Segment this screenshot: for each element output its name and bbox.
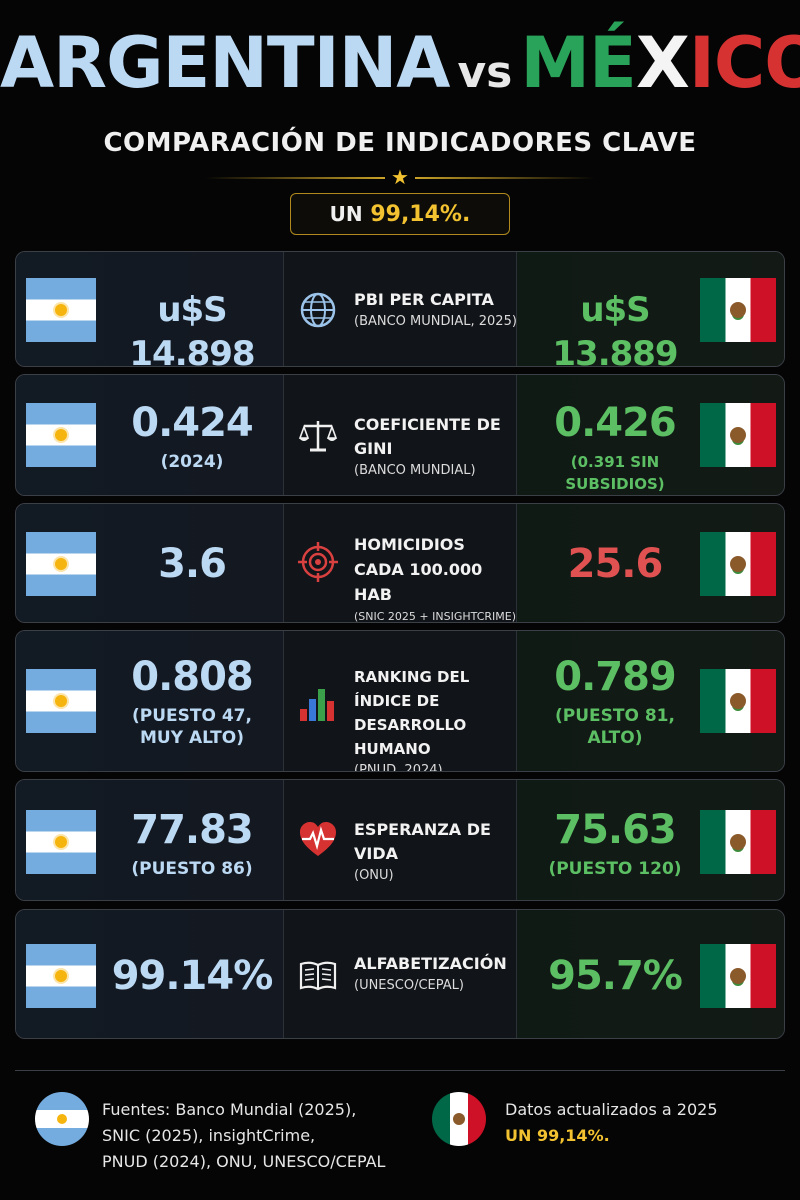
indicator-title: RANKING DEL ÍNDICE DE DESARROLLO HUMANO <box>354 668 470 758</box>
argentina-note: (2024) <box>160 452 224 472</box>
mexico-flag-icon <box>700 532 776 596</box>
argentina-note: (PUESTO 86) <box>131 859 253 879</box>
indicator-source: (ONU) <box>354 868 394 883</box>
mexico-value: 0.426 <box>554 400 677 446</box>
footer-highlight: UN 99,14%. <box>505 1126 610 1145</box>
footer-divider <box>15 1070 785 1071</box>
indicator-source: (BANCO MUNDIAL, 2025) <box>354 314 517 329</box>
title-vs: vs <box>457 47 513 98</box>
mexico-flag-icon <box>700 944 776 1008</box>
indicator-row-homicidios: 3.6 HOMICIDIOS CADA 100.000 HAB (SNIC 20… <box>15 503 785 623</box>
mexico-round-flag-icon <box>432 1092 486 1146</box>
bar-chart-icon <box>300 689 334 721</box>
argentina-flag-icon <box>26 403 96 467</box>
crosshair-icon <box>298 542 338 582</box>
mexico-value: 75.63 <box>554 807 677 853</box>
mexico-note: (PUESTO 81, ALTO) <box>555 706 675 748</box>
argentina-flag-icon <box>26 669 96 733</box>
argentina-flag-icon <box>26 532 96 596</box>
mexico-flag-icon <box>700 810 776 874</box>
indicator-row-esperanza: 77.83 (PUESTO 86) ESPERANZA DE VIDA (ONU… <box>15 779 785 901</box>
indicator-title: PBI PER CAPITA <box>354 290 494 309</box>
indicator-title: ALFABETIZACIÓN <box>354 954 507 973</box>
badge-value: 99,14%. <box>370 202 471 227</box>
mexico-flag-icon <box>700 669 776 733</box>
mexico-value: 25.6 <box>567 541 664 587</box>
indicator-title: COEFICIENTE DE GINI <box>354 415 501 458</box>
divider-right <box>415 177 595 179</box>
book-icon <box>299 961 337 991</box>
argentina-value: 0.424 <box>131 400 254 446</box>
star-icon: ★ <box>391 165 409 189</box>
heartbeat-icon <box>300 822 336 856</box>
page-title: ARGENTINA vs MÉXICO <box>0 22 800 104</box>
mexico-flag-icon <box>700 278 776 342</box>
globe-icon <box>300 292 336 328</box>
footer-sources: Fuentes: Banco Mundial (2025), SNIC (202… <box>102 1100 386 1171</box>
argentina-flag-icon <box>26 278 96 342</box>
footer-updated: Datos actualizados a 2025 UN 99,14%. <box>505 1097 785 1149</box>
indicator-row-gini: 0.424 (2024) COEFICIENTE DE GINI (BANCO … <box>15 374 785 496</box>
argentina-value: 3.6 <box>158 541 227 587</box>
mexico-flag-icon <box>700 403 776 467</box>
title-argentina: ARGENTINA <box>0 22 450 104</box>
indicator-source: (PNUD, 2024) <box>354 763 443 772</box>
page-subtitle: COMPARACIÓN DE INDICADORES CLAVE <box>103 128 697 158</box>
indicator-row-pbi: u$S 14.898 PBI PER CAPITA (BANCO MUNDIAL… <box>15 251 785 367</box>
argentina-value: 0.808 <box>131 654 254 700</box>
argentina-round-flag-icon <box>35 1092 89 1146</box>
indicator-row-idh: 0.808 (PUESTO 47, MUY ALTO) RANKING DEL … <box>15 630 785 772</box>
argentina-value: u$S 14.898 <box>129 290 255 367</box>
indicator-source: (SNIC 2025 + INSIGHTCRIME) <box>354 610 516 623</box>
argentina-value: 77.83 <box>131 807 254 853</box>
argentina-flag-icon <box>26 944 96 1008</box>
mexico-value: u$S 13.889 <box>552 290 678 367</box>
badge-prefix: UN <box>329 202 363 226</box>
argentina-note: (PUESTO 47, MUY ALTO) <box>132 706 252 748</box>
mexico-value: 95.7% <box>548 953 683 999</box>
divider-left <box>205 177 385 179</box>
indicator-source: (UNESCO/CEPAL) <box>354 978 464 993</box>
indicator-row-alfabetizacion: 99.14% ALFABETIZACIÓN (UNESCO/CEPAL) 95.… <box>15 909 785 1039</box>
mexico-note: (PUESTO 120) <box>548 859 682 879</box>
mexico-value: 0.789 <box>554 654 677 700</box>
mexico-note: (0.391 SIN SUBSIDIOS) <box>565 453 665 493</box>
argentina-flag-icon <box>26 810 96 874</box>
indicator-source: (BANCO MUNDIAL) <box>354 463 476 478</box>
highlight-badge: UN 99,14%. <box>290 193 510 235</box>
title-mexico: MÉXICO <box>520 22 800 104</box>
argentina-value: 99.14% <box>111 953 274 999</box>
indicator-title: HOMICIDIOS CADA 100.000 HAB <box>354 535 483 604</box>
scales-icon <box>298 421 338 452</box>
indicator-title: ESPERANZA DE VIDA <box>354 820 491 863</box>
